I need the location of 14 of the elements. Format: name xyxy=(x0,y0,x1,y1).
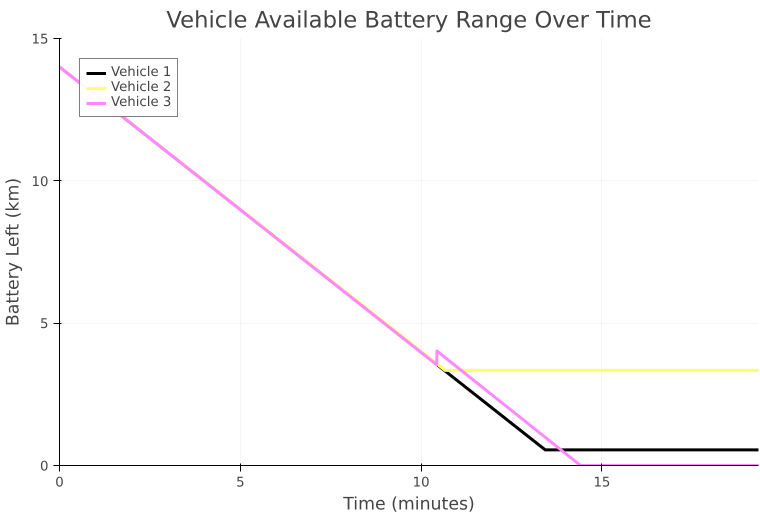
x-tick-label: 5 xyxy=(236,476,245,490)
chart-title: Vehicle Available Battery Range Over Time xyxy=(166,8,652,34)
x-tick-label: 0 xyxy=(55,476,64,490)
legend-label: Vehicle 1 xyxy=(111,65,172,80)
x-tick-label: 15 xyxy=(593,476,610,490)
y-tick-label: 15 xyxy=(32,32,49,48)
y-tick-label: 0 xyxy=(40,460,49,474)
legend-label: Vehicle 3 xyxy=(111,95,172,110)
y-axis-title: Battery Left (km) xyxy=(4,178,24,326)
legend-label: Vehicle 2 xyxy=(111,80,172,95)
y-tick-label: 5 xyxy=(40,317,49,332)
y-tick-label: 10 xyxy=(32,174,49,190)
x-axis-title: Time (minutes) xyxy=(342,494,475,514)
x-tick-label: 10 xyxy=(412,476,430,490)
